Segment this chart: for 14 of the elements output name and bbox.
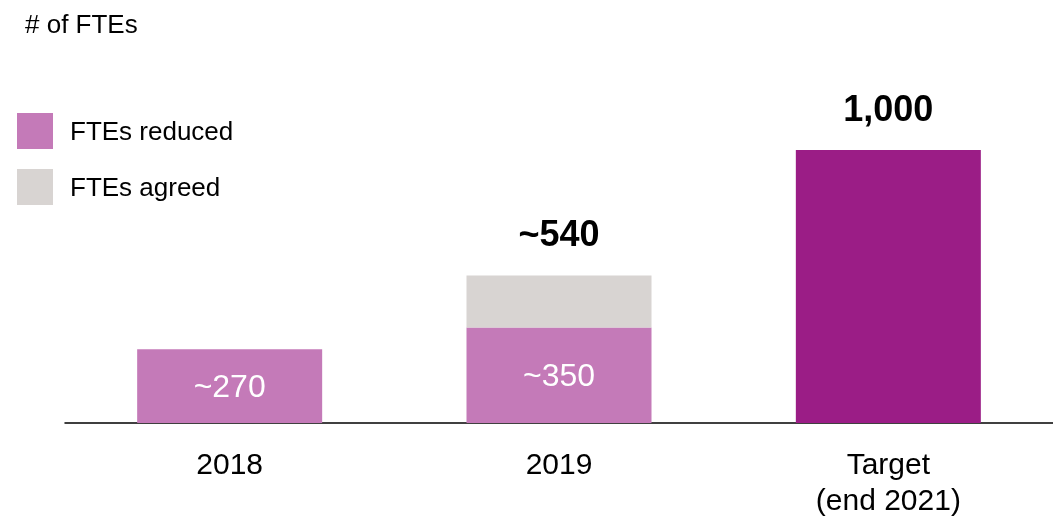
- y-axis-title: # of FTEs: [25, 9, 138, 39]
- data-label: ~350: [522, 357, 596, 394]
- x-tick-label: Target (end 2021): [815, 446, 961, 516]
- x-tick-label: 2018: [196, 446, 264, 480]
- x-tick-label: 2019: [525, 446, 593, 480]
- bar: [795, 150, 981, 423]
- bar: [466, 275, 652, 328]
- total-label: 1,000: [843, 87, 934, 129]
- bar: [466, 327, 652, 423]
- bar: [137, 349, 323, 423]
- legend-label: FTEs reduced: [70, 116, 234, 146]
- data-label: ~270: [193, 368, 266, 405]
- total-label: ~540: [518, 213, 600, 255]
- legend-label: FTEs agreed: [70, 172, 221, 202]
